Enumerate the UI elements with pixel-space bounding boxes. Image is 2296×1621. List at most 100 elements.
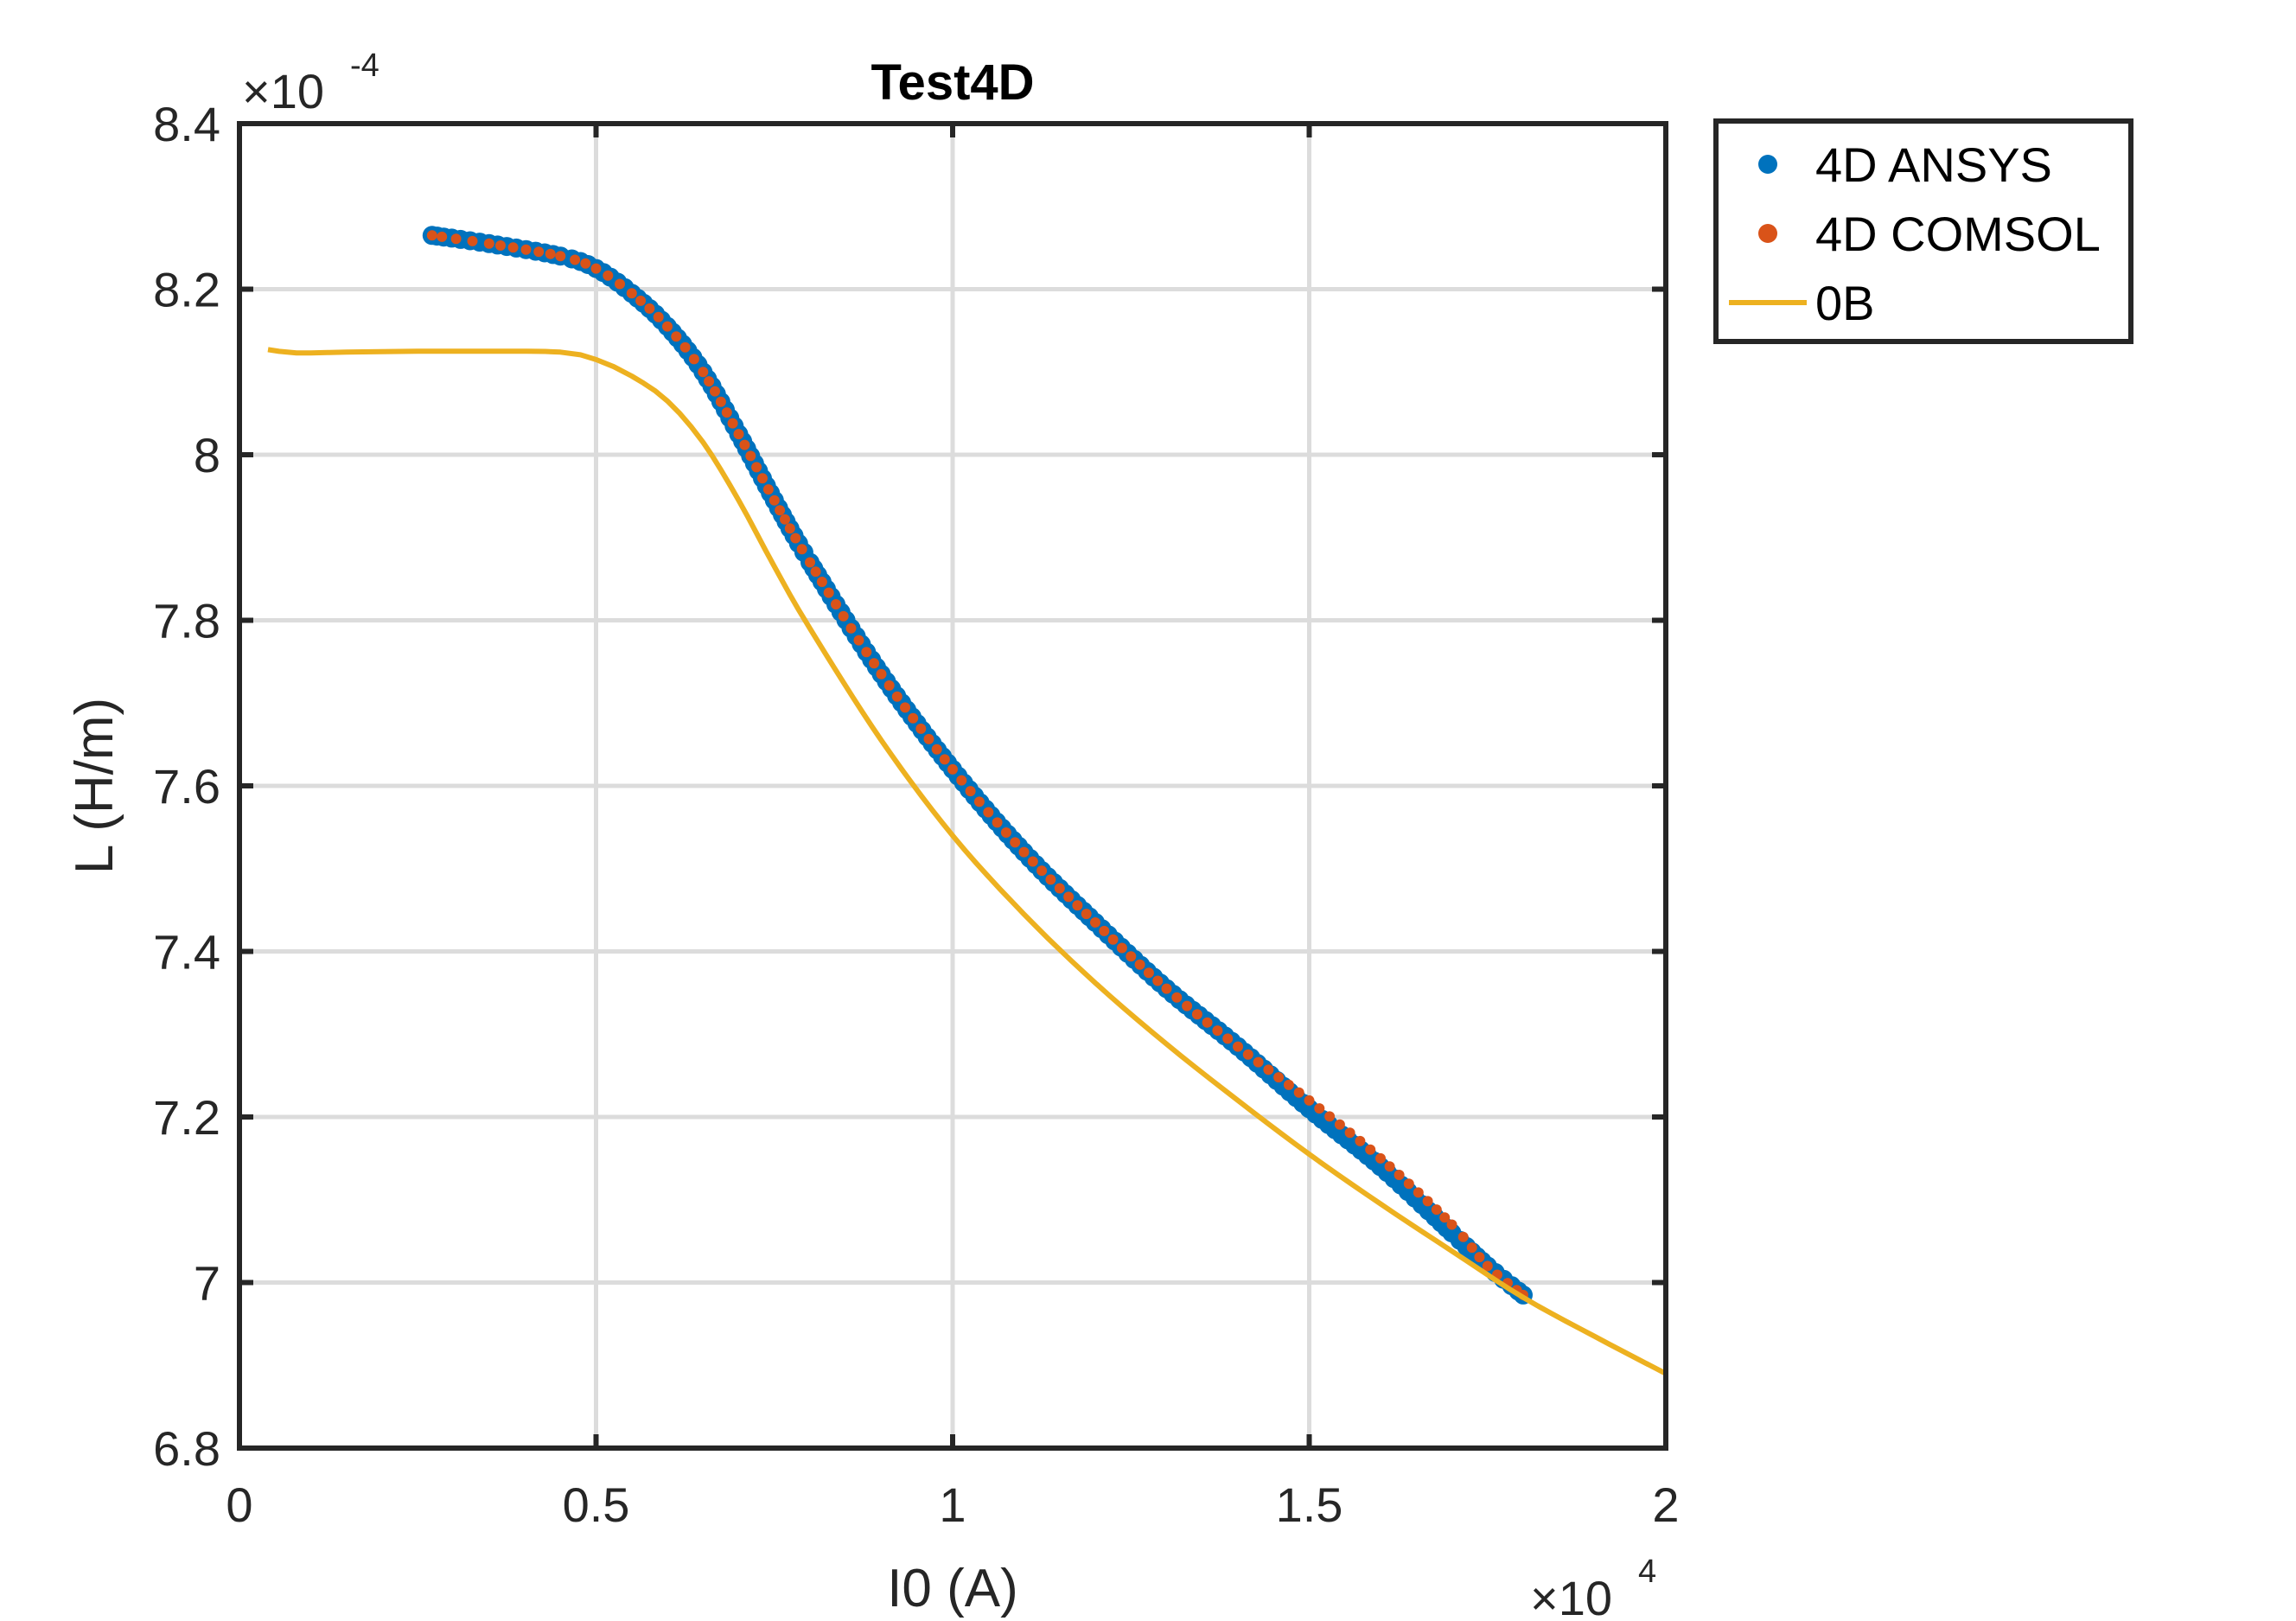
data-point (495, 240, 506, 251)
data-point (1054, 883, 1065, 894)
data-point (1182, 1000, 1193, 1012)
data-point (1439, 1212, 1451, 1223)
data-point (1253, 1056, 1264, 1068)
data-point (1263, 1064, 1274, 1075)
data-point (883, 680, 895, 691)
data-point (853, 635, 864, 646)
x-tick-label: 0.5 (563, 1477, 630, 1532)
legend: 4D ANSYS 4D COMSOL 0B (1713, 118, 2133, 344)
data-point (869, 658, 880, 669)
data-point (992, 817, 1003, 828)
data-point (973, 796, 985, 807)
y-axis-exponent: ×10 -4 (242, 48, 379, 118)
data-point (739, 439, 750, 450)
y-tick-label: 7.8 (153, 594, 220, 648)
data-point (1161, 983, 1172, 994)
legend-item: 4D COMSOL (1758, 207, 2101, 261)
data-point (520, 244, 532, 255)
data-point (1027, 856, 1038, 867)
data-point (733, 429, 744, 440)
y-tick-label: 8 (194, 428, 220, 482)
data-point (762, 484, 774, 495)
data-point (1355, 1135, 1366, 1146)
data-point (715, 396, 726, 407)
data-point (1099, 925, 1110, 936)
x-tick-label: 1 (939, 1477, 966, 1532)
data-point (1152, 975, 1164, 986)
y-tick-label: 8.2 (153, 263, 220, 317)
data-point (831, 599, 841, 609)
y-axis-label: L (H/m) (65, 698, 124, 874)
data-point (751, 462, 762, 473)
data-point (721, 407, 732, 418)
data-point (1304, 1094, 1315, 1106)
data-point (769, 495, 780, 506)
x-axis-label: I0 (A) (887, 1559, 1018, 1618)
data-point (1365, 1144, 1376, 1155)
data-point (1413, 1187, 1424, 1198)
legend-marker-swatch (1758, 155, 1777, 174)
data-point (1422, 1196, 1433, 1207)
data-point (931, 743, 942, 755)
data-point (1126, 951, 1137, 962)
series-4d-comsol (426, 230, 1528, 1300)
data-point (956, 775, 967, 786)
x-tick-label: 2 (1652, 1477, 1679, 1532)
y-exponent-power: -4 (350, 48, 379, 84)
legend-label: 4D ANSYS (1815, 137, 2052, 192)
legend-label: 4D COMSOL (1815, 207, 2101, 261)
data-point (679, 341, 691, 353)
data-point (603, 270, 614, 281)
data-point (1324, 1111, 1336, 1122)
data-point (1482, 1260, 1493, 1272)
ticks: 0 0.5 1 1.5 2 6.8 7 7.2 7.4 7.6 7.8 8 8.2 8.4 (153, 97, 1679, 1532)
data-point (1045, 874, 1056, 885)
data-point (915, 723, 927, 734)
data-point (615, 278, 625, 290)
data-point (1403, 1178, 1414, 1190)
data-point (555, 251, 566, 262)
series-line (267, 347, 1668, 1376)
x-exponent-base: ×10 (1530, 1571, 1612, 1621)
data-point (1010, 837, 1021, 848)
data-point (635, 295, 647, 306)
y-tick-label: 7.4 (153, 925, 220, 980)
data-point (757, 473, 768, 484)
data-point (590, 263, 602, 274)
x-tick-label: 0 (226, 1477, 252, 1532)
data-point (784, 523, 795, 534)
data-point (704, 376, 715, 387)
y-tick-label: 8.4 (153, 97, 220, 151)
data-point (1344, 1127, 1355, 1139)
data-point (1375, 1152, 1386, 1164)
data-point (437, 231, 448, 242)
data-point (1474, 1252, 1485, 1263)
data-point (671, 331, 682, 342)
data-point (1107, 934, 1119, 945)
data-point (1283, 1079, 1294, 1090)
data-point (876, 668, 887, 680)
y-tick-label: 6.8 (153, 1421, 220, 1476)
data-point (1171, 992, 1183, 1003)
legend-label: 0B (1815, 276, 1875, 330)
data-point (483, 238, 494, 249)
data-point (533, 246, 545, 258)
grid (239, 124, 1666, 1448)
data-point (796, 544, 807, 555)
data-point (467, 235, 478, 246)
legend-item: 0B (1729, 276, 1875, 330)
data-point (1063, 891, 1075, 903)
data-point (688, 354, 699, 365)
data-point (1202, 1017, 1213, 1028)
data-point (507, 242, 519, 253)
data-point (816, 577, 827, 587)
x-axis-exponent: ×10 4 (1530, 1554, 1656, 1621)
data-point (1072, 900, 1083, 911)
data-point (891, 691, 902, 702)
series-0b (267, 347, 1668, 1376)
x-tick-label: 1.5 (1276, 1477, 1343, 1532)
data-point (662, 321, 673, 332)
legend-marker-swatch (1758, 224, 1777, 243)
data-point (805, 557, 815, 568)
